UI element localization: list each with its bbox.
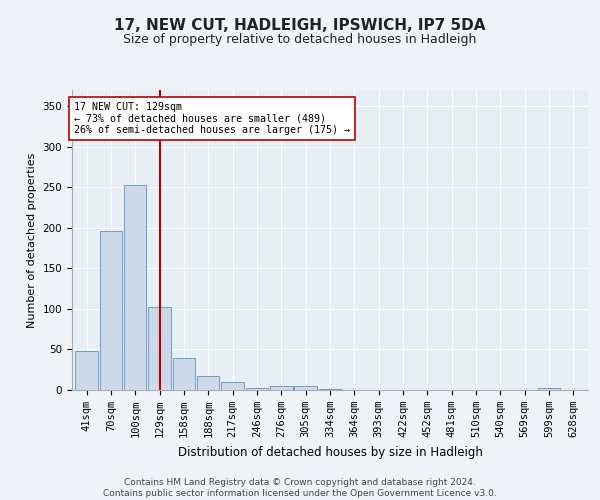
Bar <box>221 382 244 390</box>
Bar <box>270 386 293 390</box>
Bar <box>538 388 560 390</box>
Text: 17 NEW CUT: 129sqm
← 73% of detached houses are smaller (489)
26% of semi-detach: 17 NEW CUT: 129sqm ← 73% of detached hou… <box>74 102 350 136</box>
Bar <box>295 386 317 390</box>
Bar <box>319 389 341 390</box>
Bar <box>124 185 146 390</box>
Bar <box>76 351 98 390</box>
Bar <box>100 231 122 390</box>
Text: Size of property relative to detached houses in Hadleigh: Size of property relative to detached ho… <box>124 32 476 46</box>
Bar <box>173 358 195 390</box>
Bar <box>197 376 220 390</box>
Bar <box>148 308 171 390</box>
X-axis label: Distribution of detached houses by size in Hadleigh: Distribution of detached houses by size … <box>178 446 482 458</box>
Text: Contains HM Land Registry data © Crown copyright and database right 2024.
Contai: Contains HM Land Registry data © Crown c… <box>103 478 497 498</box>
Bar <box>246 388 268 390</box>
Y-axis label: Number of detached properties: Number of detached properties <box>27 152 37 328</box>
Text: 17, NEW CUT, HADLEIGH, IPSWICH, IP7 5DA: 17, NEW CUT, HADLEIGH, IPSWICH, IP7 5DA <box>114 18 486 32</box>
